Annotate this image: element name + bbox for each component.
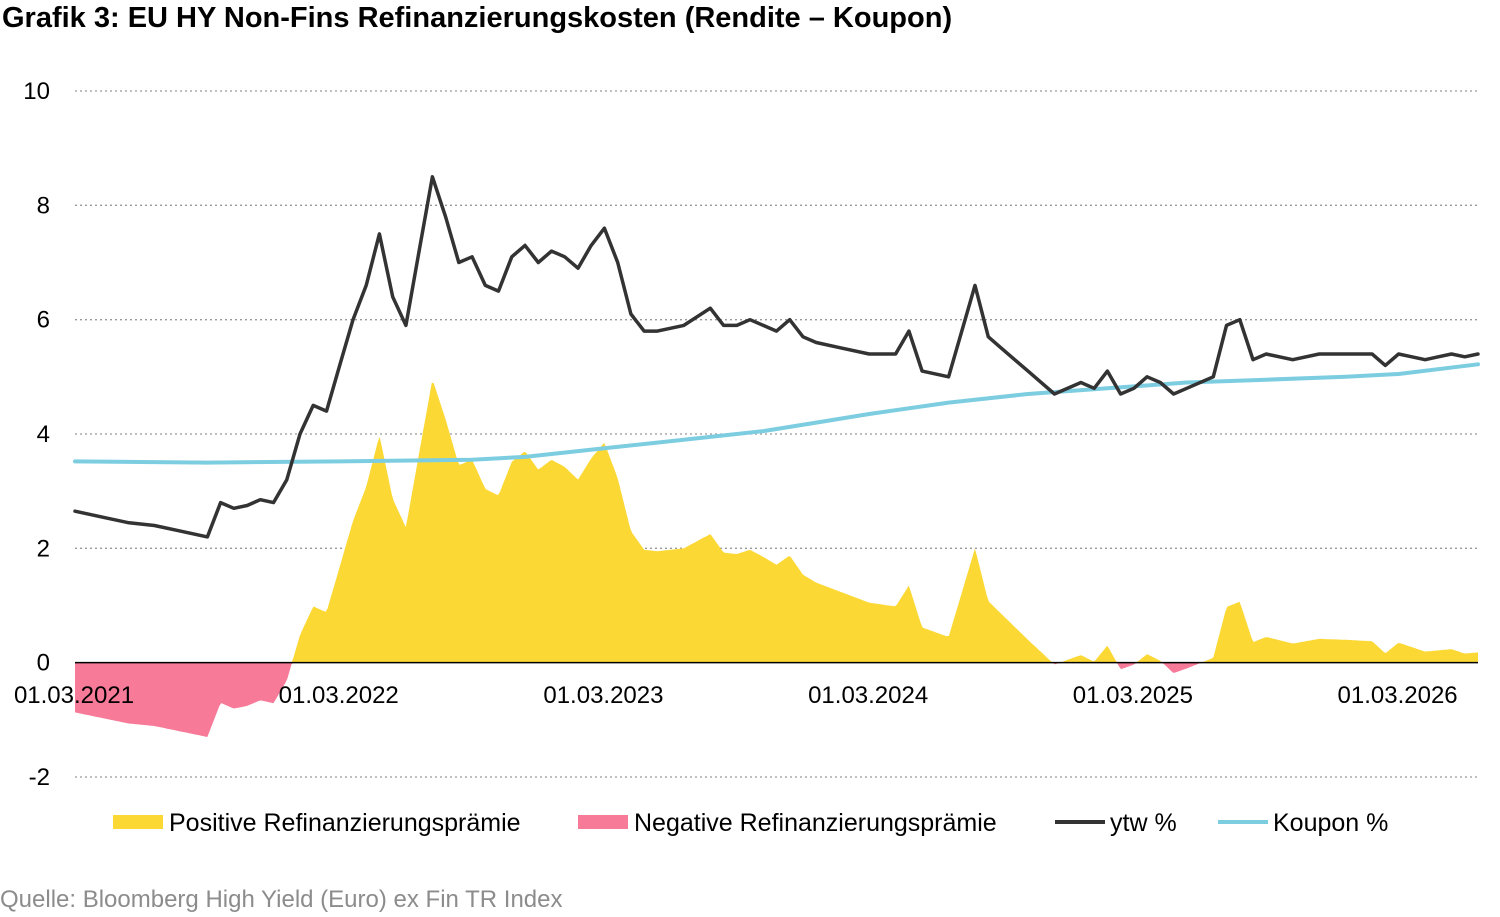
coupon-line [73,362,1480,465]
x-axis-ticks: 01.03.2021 01.03.2022 01.03.2023 01.03.2024… [14,682,1458,709]
ytw-line [73,175,1480,539]
chart-title: Grafik 3: EU HY Non-Fins Refinanzierungs… [2,2,953,34]
premium-areas [75,382,1478,737]
y-tick-label: 0 [37,650,50,677]
y-axis-ticks: 10 8 6 4 2 0 -2 [23,78,50,791]
legend: Positive Refinanzierungsprämie Negative R… [113,809,1388,837]
legend-label-positive: Positive Refinanzierungsprämie [169,809,521,837]
series-lines [73,175,1480,539]
legend-label-coupon: Koupon % [1273,809,1388,837]
y-tick-label: 10 [23,78,50,105]
legend-label-ytw: ytw % [1110,809,1177,837]
y-tick-label: 6 [37,307,50,334]
x-tick-label: 01.03.2026 [1338,682,1458,709]
legend-label-negative: Negative Refinanzierungsprämie [634,809,997,837]
chart-area: 10 8 6 4 2 0 -2 01.03.2021 01.03.2022 01.03.2023… [14,78,1480,837]
gridlines [75,90,1478,778]
y-tick-label: 8 [37,192,50,219]
y-tick-label: -2 [29,764,50,791]
source-note: Quelle: Bloomberg High Yield (Euro) ex F… [0,886,563,913]
negative-premium-area [75,662,1478,737]
legend-swatch-negative [578,815,628,829]
y-tick-label: 4 [37,421,50,448]
x-tick-label: 01.03.2023 [543,682,663,709]
x-tick-label: 01.03.2024 [808,682,928,709]
x-tick-label: 01.03.2022 [279,682,399,709]
x-tick-label: 01.03.2021 [14,682,134,709]
y-tick-label: 2 [37,535,50,562]
x-tick-label: 01.03.2025 [1073,682,1193,709]
positive-premium-area [75,382,1478,663]
legend-swatch-positive [113,815,163,829]
